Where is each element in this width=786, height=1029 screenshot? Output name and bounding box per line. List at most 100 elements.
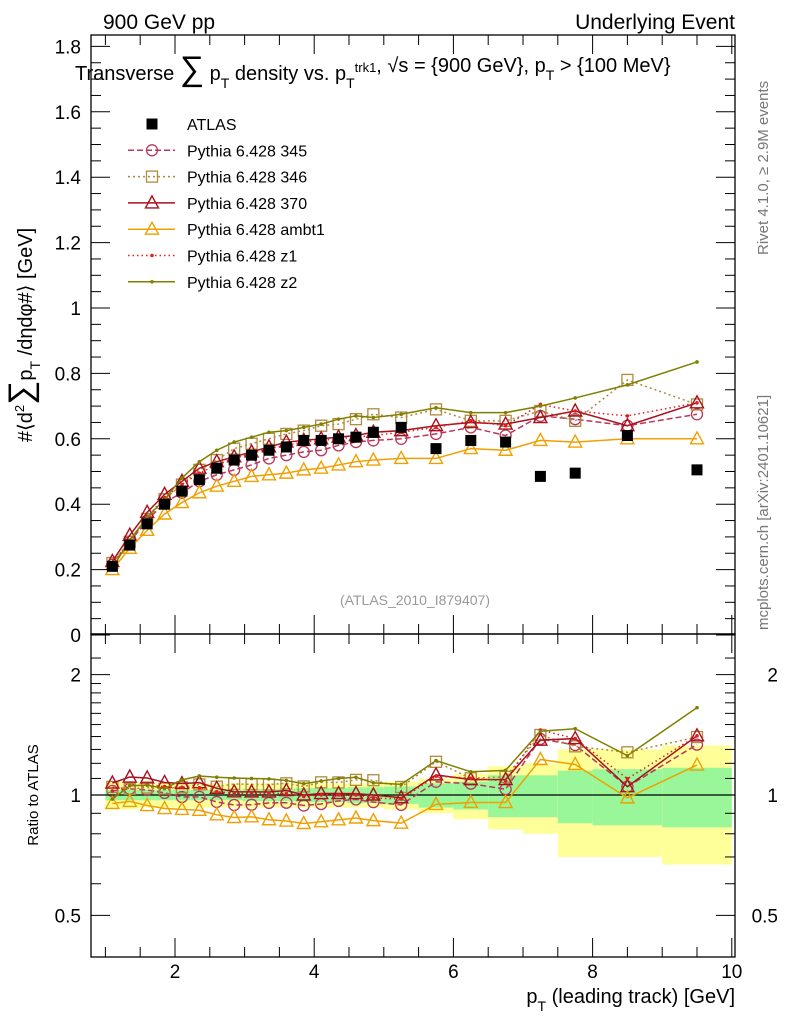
label-part: T	[546, 67, 555, 83]
pythia-6-428-z2-point	[145, 515, 149, 520]
pythia-6-428-z1-ratio-point	[695, 734, 699, 738]
atlas-data-point	[280, 441, 292, 453]
atlas-data-point	[193, 474, 205, 486]
pythia-6-428-370-ratio-point	[532, 731, 549, 746]
pythia-6-428-z2-ratio-point	[434, 758, 438, 763]
pythia-6-428-z2-ratio-point	[180, 778, 184, 782]
y-tick-label: 1	[70, 299, 81, 320]
pythia-6-428-370-ratio-point	[393, 789, 409, 804]
pythia-6-428-ambt1-point	[226, 472, 242, 488]
x-tick-label: 2	[170, 962, 181, 983]
pythia-6-428-ambt1-line	[111, 438, 697, 571]
x-tick-label: 4	[309, 962, 320, 983]
pythia-6-428-ambt1-ratio-point	[104, 795, 121, 810]
label-part: , √s = {900 GeV}, p	[376, 55, 545, 77]
pythia-6-428-z2-point	[284, 428, 289, 433]
ratio-plot	[91, 705, 735, 830]
pythia-6-428-ambt1-point	[463, 440, 479, 455]
atlas-data-point	[569, 467, 581, 479]
ratio-tick-label: 2	[70, 666, 81, 687]
pythia-6-428-z1-ratio-point	[573, 736, 577, 741]
stat-uncertainty-band	[557, 770, 593, 824]
pythia-6-428-z2-ratio-line	[111, 707, 698, 800]
pythia-6-428-346-ratio-point	[569, 740, 582, 753]
analysis-label: (ATLAS_2010_I879407)	[340, 592, 490, 608]
pythia-6-428-ambt1-point	[365, 451, 382, 466]
pythia-6-428-z1-ratio-point	[110, 789, 115, 793]
atlas-data-point	[350, 431, 362, 443]
pythia-6-428-ambt1-ratio-point	[463, 793, 479, 809]
pythia-6-428-z1-ratio-point	[214, 789, 219, 794]
y-tick-label: 0.4	[55, 495, 82, 516]
x-tick-label: 10	[721, 962, 742, 983]
pythia-6-428-ambt1-point	[567, 433, 583, 448]
atlas-data-point	[263, 444, 275, 456]
pythia-6-428-370-ratio-point	[296, 786, 312, 801]
pythia-6-428-346-point	[280, 427, 293, 441]
pythia-6-428-z1-ratio-point	[267, 791, 271, 796]
pythia-6-428-ambt1-point	[532, 431, 549, 447]
pythia-6-428-z1-ratio-point	[232, 791, 236, 796]
pythia-6-428-z1-ratio-point	[354, 793, 358, 797]
pythia-6-428-346-ratio-point	[395, 780, 408, 794]
pythia-6-428-346-ratio-point	[367, 774, 380, 787]
y-tick-label: 1.2	[55, 234, 81, 255]
y-tick-label: 0	[70, 626, 81, 647]
ratio-tick-label: 0.5	[55, 906, 81, 927]
atlas-data-point	[621, 430, 633, 442]
pythia-6-428-370-ratio-point	[330, 785, 347, 800]
pythia-6-428-ambt1-ratio-point	[156, 800, 173, 815]
pythia-6-428-345-ratio-line	[112, 738, 698, 807]
pythia-6-428-370-point	[428, 417, 444, 432]
pythia-6-428-ambt1-ratio-point	[567, 756, 583, 771]
pythia-6-428-345-point	[690, 408, 704, 421]
pythia-6-428-z2-ratio-point	[197, 774, 202, 778]
pythia-6-428-ambt1-point	[330, 456, 347, 471]
pythia-6-428-ambt1-ratio-point	[278, 812, 295, 827]
pythia-6-428-ambt1-ratio-point	[226, 809, 242, 824]
pythia-6-428-ambt1-ratio-point	[139, 797, 155, 812]
pythia-6-428-z1-ratio-line	[112, 729, 698, 800]
pythia-6-428-z2-point	[249, 435, 254, 439]
pythia-6-428-z2-ratio-point	[695, 705, 699, 710]
legend-item: Pythia 6.428 ambt1	[128, 220, 325, 239]
pythia-6-428-z2-point	[180, 476, 184, 480]
pythia-6-428-z1-ratio-point	[434, 774, 438, 779]
pythia-6-428-370-ratio-point	[689, 727, 705, 742]
pythia-6-428-ambt1-point	[428, 449, 444, 465]
pythia-6-428-z2-ratio-point	[267, 777, 271, 781]
pythia-6-428-345-ratio-point	[280, 796, 293, 809]
stat-uncertainty-band	[523, 775, 558, 818]
label-part: ∑	[2, 381, 40, 405]
pythia-6-428-z2-line	[111, 361, 698, 569]
pythia-6-428-z2-ratio-point	[469, 770, 473, 774]
pythia-6-428-ambt1-ratio-point	[191, 801, 208, 816]
pythia-6-428-ambt1-point	[689, 430, 705, 445]
atlas-data-point	[246, 449, 258, 461]
pythia-6-428-ambt1-point	[139, 521, 155, 537]
pythia-6-428-z1-point	[469, 419, 473, 423]
legend-label: Pythia 6.428 ambt1	[187, 222, 325, 239]
pythia-6-428-z1-point	[625, 414, 630, 418]
pythia-6-428-345-point	[297, 445, 310, 459]
atlas-data-point	[367, 426, 379, 438]
pythia-6-428-z1-ratio-point	[249, 791, 254, 796]
pythia-6-428-z1-point	[434, 425, 438, 430]
mcplots-label: mcplots.cern.ch [arXiv:2401.10621]	[755, 395, 772, 630]
pythia-6-428-z1-ratio-point	[469, 776, 473, 781]
legend-label: Pythia 6.428 346	[187, 170, 307, 187]
pythia-6-428-370-ratio-point	[313, 785, 329, 800]
legend-label: Pythia 6.428 z1	[187, 249, 297, 266]
pythia-6-428-z2-point	[301, 425, 306, 430]
pythia-6-428-z2-ratio-point	[249, 776, 254, 781]
legend-label: Pythia 6.428 z2	[187, 275, 297, 292]
pythia-6-428-370-point	[532, 409, 549, 424]
atlas-data-point	[395, 421, 407, 433]
pythia-6-428-ambt1-point	[296, 461, 312, 476]
atlas-data-point	[141, 518, 153, 530]
pythia-6-428-ambt1-point	[156, 505, 173, 520]
legend-marker	[146, 118, 158, 130]
x-tick-label: 6	[448, 962, 459, 983]
legend-marker	[150, 253, 154, 258]
pythia-6-428-z2-point	[336, 417, 341, 421]
